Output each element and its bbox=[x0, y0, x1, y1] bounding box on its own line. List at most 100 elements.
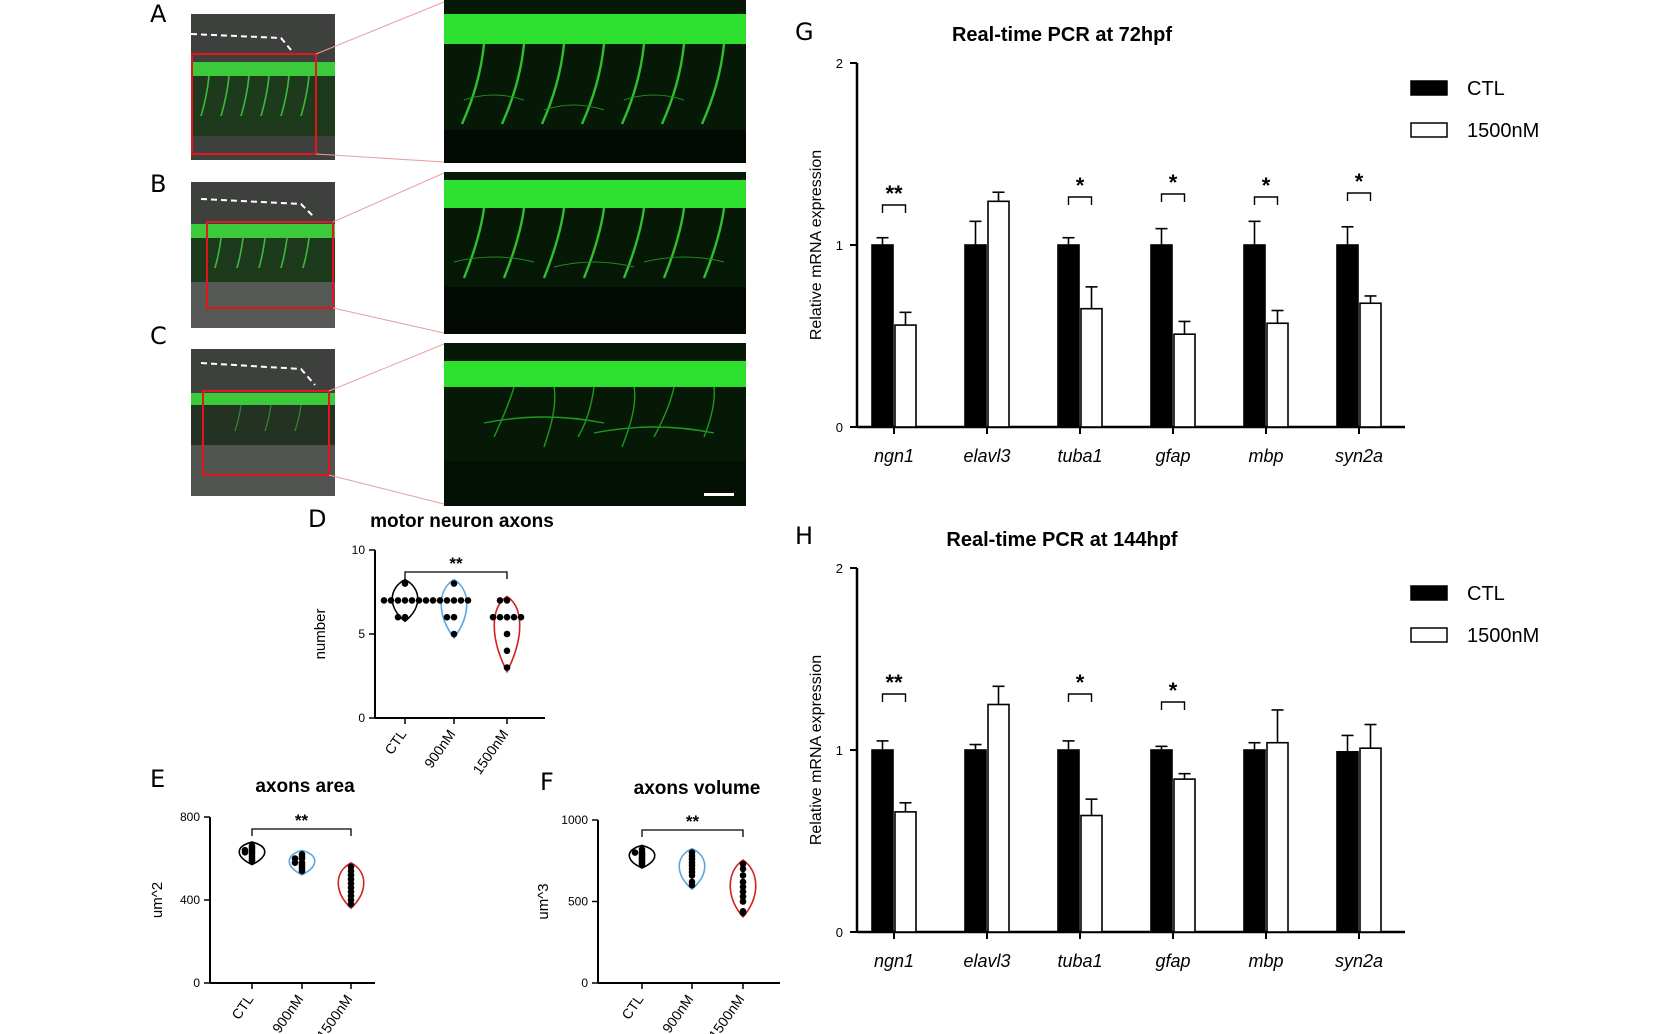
x-tick-label: 900nM bbox=[659, 992, 697, 1034]
data-point bbox=[739, 888, 747, 896]
bar bbox=[1266, 322, 1289, 428]
y-axis-label: number bbox=[312, 609, 329, 660]
x-tick-label: elavl3 bbox=[963, 951, 1010, 971]
panel-label-b: B bbox=[150, 170, 167, 198]
panel-label-a: A bbox=[150, 0, 167, 28]
zoom-image-b-drawing bbox=[444, 172, 746, 334]
y-tick-label: 2 bbox=[836, 56, 843, 71]
chart-h-svg: Real-time PCR at 144hpf Relative mRNA exp… bbox=[808, 529, 1539, 971]
significance-bracket bbox=[1253, 196, 1279, 205]
data-point bbox=[415, 597, 423, 604]
overview-image-c-drawing bbox=[191, 349, 335, 496]
bar bbox=[1057, 749, 1080, 933]
bar bbox=[987, 200, 1010, 428]
y-tick-label: 0 bbox=[836, 925, 843, 940]
data-point bbox=[688, 872, 696, 879]
x-tick-label: CTL bbox=[228, 991, 256, 1022]
x-tick-label: tuba1 bbox=[1057, 951, 1102, 971]
bar bbox=[1243, 244, 1266, 428]
data-point bbox=[739, 898, 747, 905]
x-tick-label: syn2a bbox=[1335, 446, 1383, 466]
data-point bbox=[450, 597, 458, 604]
significance-bracket bbox=[1067, 196, 1093, 205]
panel-label-f: F bbox=[540, 768, 554, 796]
violin-outline bbox=[628, 844, 656, 869]
bar bbox=[1173, 333, 1196, 428]
overview-image-b bbox=[191, 182, 335, 328]
significance-label: * bbox=[1076, 173, 1085, 198]
overview-image-a-drawing bbox=[191, 14, 335, 160]
data-point bbox=[394, 597, 402, 604]
zoom-connector-lines bbox=[315, 1, 445, 505]
violin-outline bbox=[238, 841, 266, 866]
y-axis-label: Relative mRNA expression bbox=[808, 150, 825, 340]
chart-e-svg: axons area um^2 0 400 800 CTL 900nM 1500nM ** bbox=[149, 776, 375, 1034]
significance-label: ** bbox=[686, 812, 700, 831]
chart-title: axons volume bbox=[634, 778, 761, 799]
significance-bracket bbox=[881, 693, 907, 702]
bar bbox=[987, 703, 1010, 933]
data-point bbox=[489, 613, 497, 621]
bar bbox=[894, 811, 917, 933]
y-axis-label: um^2 bbox=[149, 882, 166, 918]
data-point bbox=[394, 613, 402, 621]
data-point bbox=[450, 580, 458, 587]
data-point bbox=[401, 580, 409, 587]
significance-label: ** bbox=[885, 670, 903, 695]
violin-outline bbox=[391, 578, 419, 623]
data-point bbox=[496, 613, 504, 621]
data-point bbox=[739, 872, 747, 879]
data-point bbox=[422, 597, 430, 604]
significance-label: * bbox=[1169, 678, 1178, 703]
legend-label: CTL bbox=[1467, 583, 1505, 605]
bar bbox=[1080, 814, 1103, 933]
data-point bbox=[496, 597, 504, 604]
data-point bbox=[457, 597, 465, 604]
data-point bbox=[443, 613, 451, 621]
chart-d-svg: motor neuron axons number 0 5 10 CTL 900nM 1500… bbox=[312, 511, 554, 775]
x-tick-label: 1500nM bbox=[469, 727, 511, 775]
data-point bbox=[503, 647, 511, 655]
panel-label-e: E bbox=[150, 765, 166, 793]
y-tick-label: 10 bbox=[352, 543, 366, 557]
bar bbox=[871, 749, 894, 933]
zoom-image-b bbox=[444, 172, 746, 334]
legend-swatch bbox=[1410, 80, 1448, 96]
violin-outline bbox=[729, 859, 757, 919]
data-point bbox=[450, 630, 458, 638]
y-tick-label: 1000 bbox=[561, 813, 588, 827]
data-point bbox=[631, 849, 639, 856]
y-tick-label: 0 bbox=[193, 976, 200, 990]
bar bbox=[1080, 307, 1103, 428]
chart-f-svg: axons volume um^3 0 500 1000 CTL 900nM 1500nM ** bbox=[535, 778, 780, 1034]
y-tick-label: 5 bbox=[358, 627, 365, 641]
panel-label-d: D bbox=[308, 505, 327, 533]
y-tick-label: 0 bbox=[836, 420, 843, 435]
significance-bracket bbox=[251, 828, 352, 836]
panel-label-h: H bbox=[795, 522, 814, 550]
bar bbox=[1359, 747, 1382, 933]
significance-label: ** bbox=[885, 181, 903, 206]
significance-bracket bbox=[1160, 193, 1186, 202]
x-tick-label: 900nM bbox=[421, 727, 459, 771]
overview-image-c bbox=[191, 349, 335, 496]
significance-label: * bbox=[1169, 170, 1178, 195]
legend-label: 1500nM bbox=[1467, 120, 1539, 142]
x-tick-label: gfap bbox=[1155, 951, 1190, 971]
x-tick-label: mbp bbox=[1248, 951, 1283, 971]
overview-image-a bbox=[191, 14, 335, 160]
chart-title: motor neuron axons bbox=[370, 511, 554, 532]
data-point bbox=[436, 597, 444, 604]
data-point bbox=[401, 613, 409, 621]
legend-swatch bbox=[1410, 122, 1448, 138]
x-tick-label: elavl3 bbox=[963, 446, 1010, 466]
panel-label-g: G bbox=[795, 18, 814, 46]
data-point bbox=[464, 597, 472, 604]
y-tick-label: 500 bbox=[568, 895, 588, 909]
violin-outline bbox=[493, 595, 521, 674]
data-point bbox=[739, 860, 747, 868]
bar bbox=[964, 244, 987, 428]
x-tick-label: 1500nM bbox=[705, 992, 747, 1034]
data-point bbox=[739, 878, 747, 886]
legend-swatch bbox=[1410, 627, 1448, 643]
